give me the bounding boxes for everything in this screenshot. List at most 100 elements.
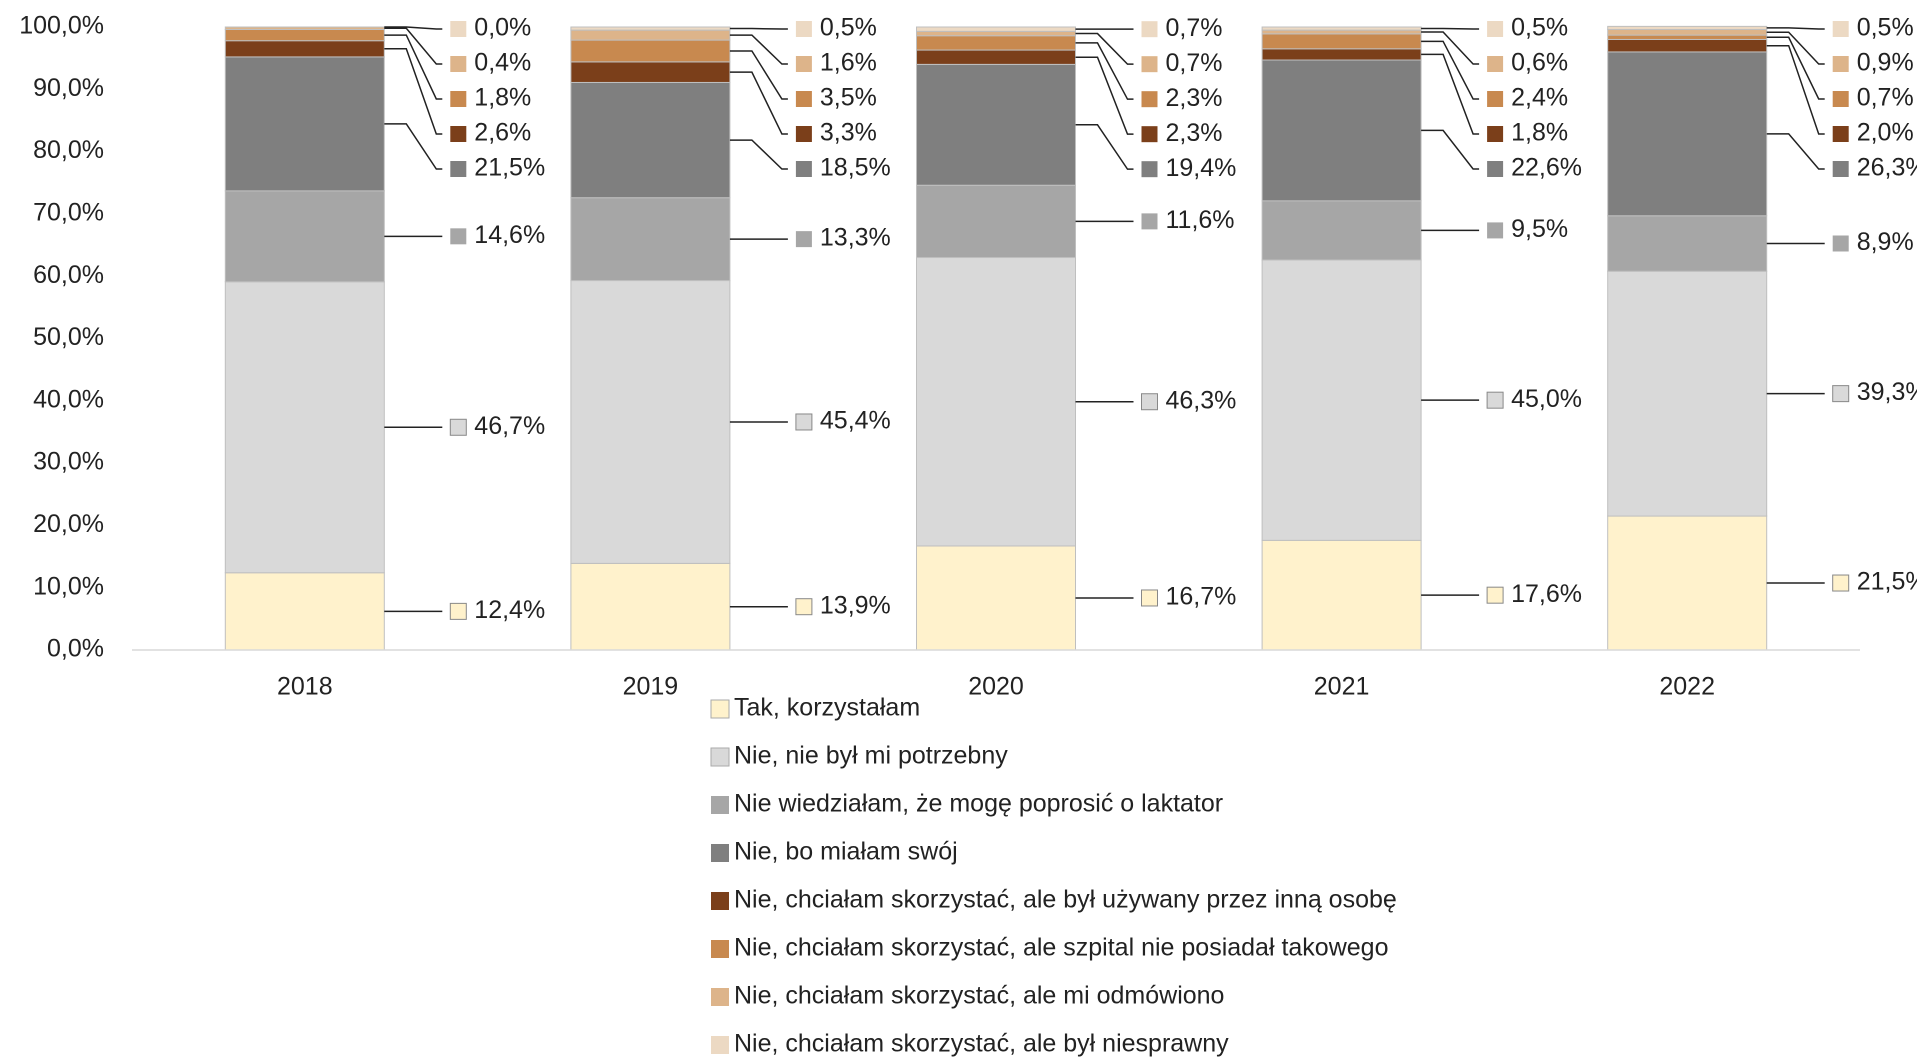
bar-segment [224,40,385,58]
label-key [1141,126,1158,143]
bar-segment [224,190,385,283]
label-key [795,598,813,616]
value-label: 1,8% [1511,119,1568,147]
leader-line [1421,31,1480,65]
legend-label: Nie wiedziałam, że mogę poprosić o lakta… [734,790,1223,818]
bar-segment [1261,59,1422,202]
label-key [1141,589,1158,607]
value-label: 2,3% [1166,84,1223,112]
value-label: 16,7% [1166,583,1237,611]
value-label: 13,9% [820,591,891,619]
value-label: 45,0% [1511,385,1582,413]
label-key [450,126,467,142]
bar-segment [570,197,731,282]
label-key [1487,161,1504,177]
value-label: 0,5% [1511,14,1568,42]
value-label: 2,4% [1511,84,1568,112]
label-key [449,602,467,620]
leader-line [1766,36,1825,100]
x-tick-label: 2020 [968,673,1024,701]
bar-segment [1261,48,1422,61]
x-tick-label: 2022 [1659,673,1715,701]
legend-key [710,699,730,719]
leader-line [1766,27,1825,30]
y-tick-label: 90,0% [33,74,104,102]
label-key [795,91,812,107]
label-key [1486,586,1504,604]
value-label: 19,4% [1166,154,1237,182]
leader-line [384,27,443,65]
bar-segment [1607,215,1768,272]
value-label: 11,6% [1166,206,1235,234]
value-label: 0,7% [1857,84,1914,112]
bar-segment [224,26,385,30]
bar-segment [1607,515,1768,651]
leader-line [1421,40,1480,100]
leader-line [729,139,788,170]
bar-segment [916,184,1076,259]
label-key [1487,21,1504,37]
value-label: 46,7% [474,412,545,440]
bar-segment [570,61,731,83]
bar-segment [224,56,385,192]
label-key [1832,91,1849,107]
value-label: 0,7% [1166,14,1223,42]
leader-line [1766,31,1825,65]
label-key [1832,126,1849,142]
bar-segment [224,28,385,42]
y-tick-label: 100,0% [19,12,104,40]
bar-segment [224,572,385,651]
value-label: 26,3% [1857,154,1917,182]
bar-segment [570,39,731,63]
label-key [1141,213,1158,230]
legend-label: Nie, nie był mi potrzebny [734,742,1008,770]
label-key [795,231,812,248]
value-label: 17,6% [1511,580,1582,608]
value-label: 0,7% [1166,49,1223,77]
leader-line [1075,124,1134,170]
value-label: 3,3% [820,119,877,147]
label-key [1141,161,1158,178]
value-label: 0,5% [820,14,877,42]
y-tick-label: 40,0% [33,385,104,413]
leader-line [1421,53,1480,135]
label-key [795,21,812,37]
leader-line [1766,44,1825,135]
label-key [1141,91,1158,108]
legend-label: Tak, korzystałam [734,694,920,722]
bar-segment [1607,38,1768,53]
bar-segment [916,545,1076,651]
label-key [1832,21,1849,37]
value-label: 21,5% [474,154,545,182]
value-label: 0,6% [1511,49,1568,77]
bar-segment [1261,259,1422,541]
bar-segment [1607,51,1768,217]
leader-line [384,48,443,135]
y-tick-label: 30,0% [33,448,104,476]
label-key [1141,56,1158,73]
bar-segment [1261,33,1422,50]
label-key [795,126,812,142]
value-label: 0,9% [1857,49,1914,77]
bar-segment [1607,34,1768,40]
bar-segment [1607,25,1768,30]
x-tick-label: 2019 [623,673,679,701]
leader-line [729,34,788,65]
x-tick-label: 2018 [277,673,333,701]
label-key [1487,56,1504,72]
label-key [450,228,467,245]
legend-key [711,1036,729,1054]
legend-key [711,940,729,958]
leader-line [384,26,443,30]
bar-segment [570,562,731,651]
value-label: 14,6% [474,221,545,249]
leader-line [729,50,788,100]
label-key [1141,21,1158,38]
legend-label: Nie, chciałam skorzystać, ale szpital ni… [734,934,1388,962]
legend-label: Nie, chciałam skorzystać, ale był używan… [734,886,1397,914]
value-label: 18,5% [820,154,891,182]
label-key [1487,222,1504,239]
value-label: 1,8% [474,84,531,112]
label-key [1832,161,1849,177]
label-key [1832,235,1849,252]
